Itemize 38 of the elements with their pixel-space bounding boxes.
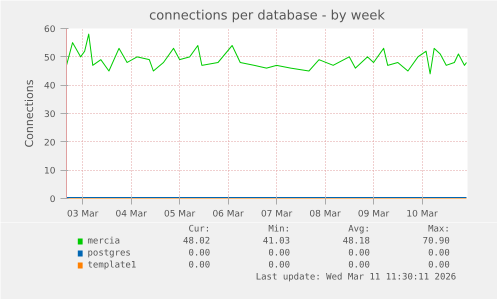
legend-label: template1	[87, 260, 136, 270]
y-tick-label: 10	[44, 166, 56, 177]
text: Max:	[428, 224, 450, 234]
text: 70.90	[422, 236, 450, 246]
text: 0.00	[188, 260, 210, 270]
text: 0.00	[268, 248, 290, 258]
text: 0.00	[188, 248, 210, 258]
text: 41.03	[262, 236, 290, 246]
x-tick-label: 08 Mar	[309, 210, 342, 220]
text: Cur:	[188, 224, 210, 234]
text: 0.00	[348, 248, 370, 258]
x-tick-label: 06 Mar	[212, 210, 244, 220]
text: 0.00	[268, 260, 290, 270]
x-tick-label: 09 Mar	[358, 210, 390, 220]
y-tick-label: 30	[44, 110, 56, 120]
line-series	[66, 34, 467, 74]
x-tick-label: 03 Mar	[67, 210, 99, 220]
chart-title: connections per database - by week	[149, 8, 386, 24]
y-tick-label: 20	[44, 138, 56, 148]
text: Last update: Wed Mar 11 11:30:11 2026	[256, 272, 456, 282]
x-tick-label: 05 Mar	[164, 210, 196, 220]
text: 0.00	[428, 260, 450, 270]
text: 48.02	[183, 236, 210, 246]
x-tick-label: 07 Mar	[260, 210, 293, 220]
text: Avg:	[348, 224, 370, 234]
text: 0.00	[428, 248, 450, 258]
y-tick-label: 50	[44, 53, 56, 64]
y-axis-title: Connections	[23, 79, 36, 148]
legend-label: postgres	[87, 248, 131, 258]
legend-label: mercia	[87, 236, 120, 246]
text: Min:	[268, 224, 290, 234]
y-tick-label: 0	[50, 195, 56, 205]
y-tick-label: 60	[44, 25, 56, 35]
text: 0.00	[348, 260, 370, 270]
y-tick-label: 40	[44, 82, 56, 92]
x-tick-label: 04 Mar	[116, 210, 148, 220]
x-tick-label: 10 Mar	[406, 210, 438, 220]
text: 48.18	[342, 236, 370, 246]
